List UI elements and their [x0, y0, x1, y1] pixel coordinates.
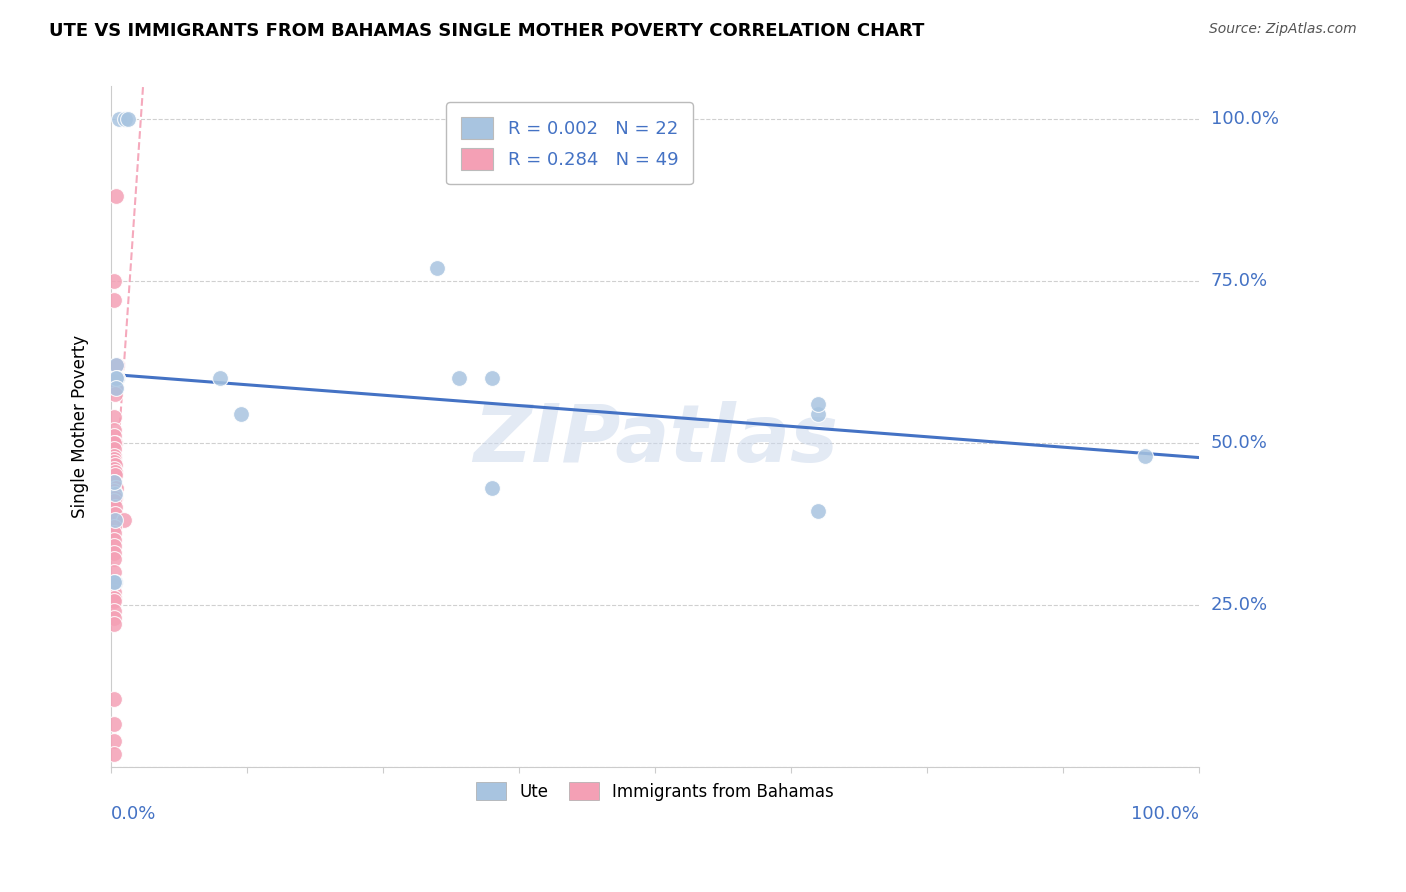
Point: [108, 112, 131, 126]
Point: [104, 487, 127, 501]
Text: ZIPatlas: ZIPatlas: [472, 401, 838, 479]
Point: [104, 465, 127, 479]
Point: [103, 591, 125, 606]
Point: [103, 747, 125, 761]
Point: [103, 429, 125, 443]
Point: [103, 435, 125, 450]
Point: [103, 733, 125, 747]
Point: [426, 260, 449, 275]
Text: 100.0%: 100.0%: [1211, 110, 1278, 128]
Point: [208, 371, 231, 385]
Point: [104, 513, 127, 527]
Point: [103, 566, 125, 580]
Y-axis label: Single Mother Poverty: Single Mother Poverty: [72, 334, 89, 518]
Point: [104, 387, 127, 401]
Point: [103, 526, 125, 541]
Point: [103, 691, 125, 706]
Point: [103, 604, 125, 618]
Point: [103, 475, 125, 489]
Point: [231, 407, 253, 421]
Point: [105, 189, 128, 203]
Point: [112, 513, 135, 527]
Point: [449, 371, 471, 385]
Point: [103, 594, 125, 608]
Point: [105, 371, 128, 385]
Point: [103, 584, 125, 599]
Point: [481, 371, 503, 385]
Point: [117, 112, 139, 126]
Point: [103, 423, 125, 437]
Point: [104, 491, 127, 505]
Point: [807, 407, 830, 421]
Point: [103, 475, 125, 489]
Point: [103, 533, 125, 547]
Point: [114, 112, 136, 126]
Point: [103, 409, 125, 424]
Legend: Ute, Immigrants from Bahamas: Ute, Immigrants from Bahamas: [468, 774, 842, 809]
Point: [103, 717, 125, 731]
Point: [104, 458, 127, 473]
Text: Source: ZipAtlas.com: Source: ZipAtlas.com: [1209, 22, 1357, 37]
Point: [103, 552, 125, 566]
Point: [103, 484, 125, 499]
Point: [103, 520, 125, 534]
Point: [103, 449, 125, 463]
Text: 25.0%: 25.0%: [1211, 596, 1268, 614]
Point: [103, 574, 125, 589]
Point: [104, 507, 127, 521]
Point: [103, 442, 125, 457]
Point: [105, 358, 128, 372]
Text: 75.0%: 75.0%: [1211, 272, 1268, 290]
Point: [807, 397, 830, 411]
Point: [104, 381, 127, 395]
Point: [103, 374, 125, 388]
Point: [103, 274, 125, 288]
Point: [103, 455, 125, 469]
Point: [103, 578, 125, 592]
Point: [105, 381, 128, 395]
Point: [1133, 449, 1156, 463]
Point: [103, 610, 125, 624]
Point: [103, 539, 125, 553]
Point: [105, 371, 128, 385]
Point: [104, 574, 127, 589]
Point: [481, 481, 503, 495]
Point: [105, 358, 128, 372]
Point: [103, 546, 125, 560]
Point: [103, 494, 125, 508]
Point: [105, 371, 128, 385]
Point: [103, 617, 125, 632]
Point: [103, 487, 125, 501]
Text: 100.0%: 100.0%: [1132, 805, 1199, 823]
Text: 50.0%: 50.0%: [1211, 434, 1267, 451]
Point: [807, 504, 830, 518]
Point: [105, 481, 128, 495]
Point: [103, 293, 125, 307]
Point: [104, 468, 127, 483]
Point: [104, 500, 127, 515]
Point: [103, 461, 125, 475]
Text: UTE VS IMMIGRANTS FROM BAHAMAS SINGLE MOTHER POVERTY CORRELATION CHART: UTE VS IMMIGRANTS FROM BAHAMAS SINGLE MO…: [49, 22, 925, 40]
Text: 0.0%: 0.0%: [111, 805, 156, 823]
Point: [104, 435, 127, 450]
Point: [104, 481, 127, 495]
Point: [103, 451, 125, 466]
